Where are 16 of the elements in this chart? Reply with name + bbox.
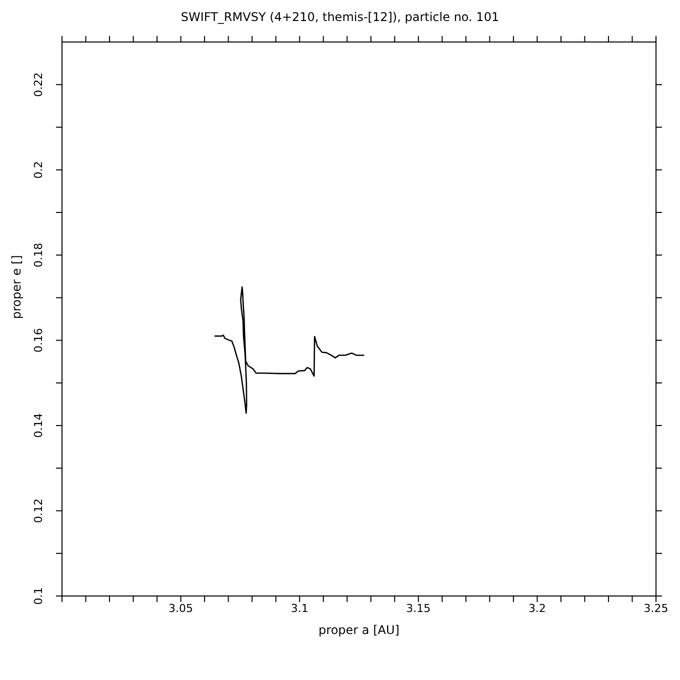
y-axis-title: proper e [] bbox=[9, 255, 24, 319]
y-tick-label: 0.22 bbox=[32, 72, 45, 97]
x-tick-label: 3.05 bbox=[168, 602, 194, 615]
x-axis-title: proper a [AU] bbox=[318, 623, 400, 637]
x-tick-label: 3.25 bbox=[644, 602, 668, 615]
x-tick-label: 3.1 bbox=[290, 602, 308, 615]
y-tick-label: 0.16 bbox=[32, 328, 45, 353]
chart-title: SWIFT_RMVSY (4+210, themis-[12]), particle no. 101 bbox=[180, 9, 500, 26]
y-tick-label: 0.12 bbox=[32, 498, 45, 524]
x-tick-label: 3.15 bbox=[406, 602, 431, 615]
y-tick-label: 0.1 bbox=[32, 587, 45, 605]
y-tick-label: 0.14 bbox=[32, 413, 45, 438]
y-tick-label: 0.18 bbox=[32, 242, 45, 268]
line-series bbox=[214, 286, 365, 414]
y-tick-label: 0.2 bbox=[32, 161, 45, 179]
x-tick-label: 3.2 bbox=[528, 602, 546, 615]
